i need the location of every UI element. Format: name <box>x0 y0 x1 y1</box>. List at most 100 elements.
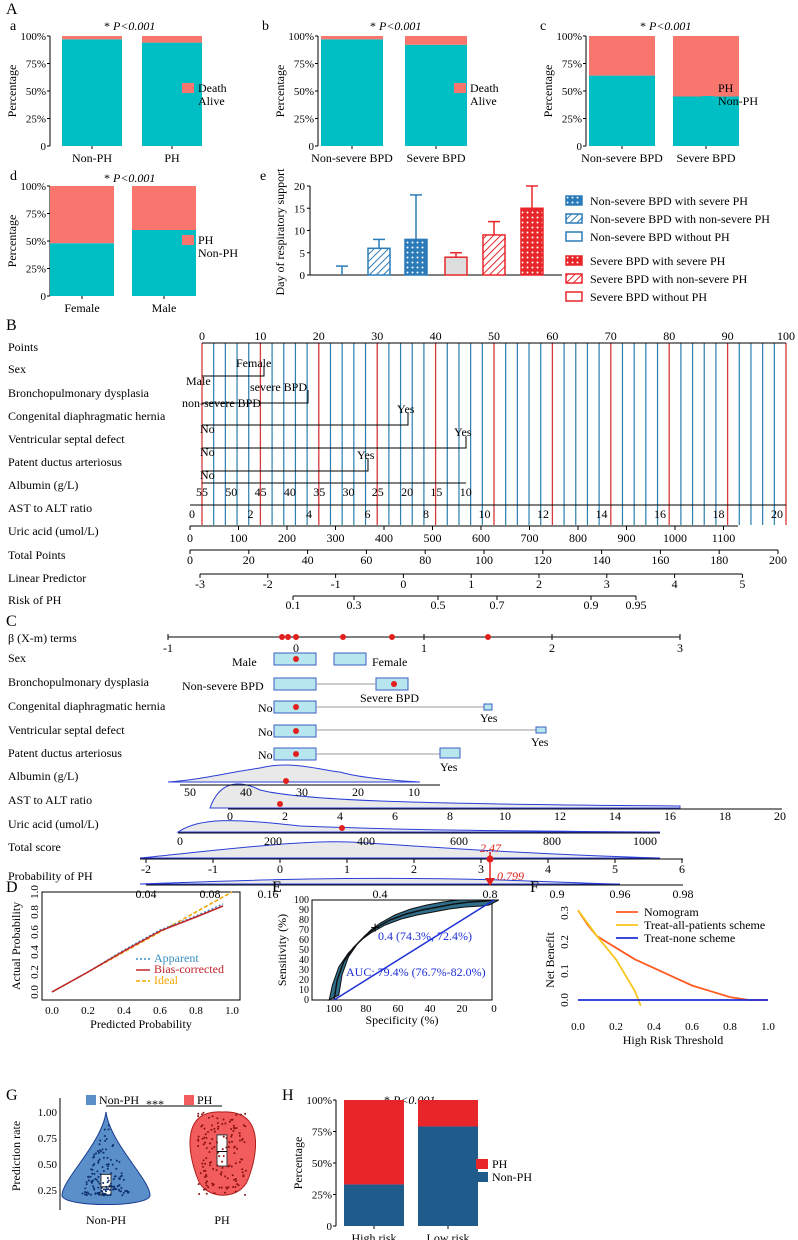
sex-label: Female <box>372 655 407 669</box>
jitter-point <box>105 1186 108 1189</box>
uric-density <box>176 820 661 833</box>
jitter-point <box>238 1139 241 1142</box>
score-value: 2.47 <box>480 841 502 855</box>
jitter-point <box>232 1124 235 1127</box>
legend-label: Ideal <box>154 973 179 987</box>
row-label: Sex <box>8 362 26 376</box>
prob-tick: 0.16 <box>258 887 279 901</box>
y-tick-label: 0 <box>309 141 315 153</box>
row-label: Points <box>8 340 38 354</box>
jitter-point <box>97 1175 100 1178</box>
jitter-point <box>111 1163 114 1166</box>
chart-D-calibration: 0.0 0.2 0.4 0.6 0.8 1.0 0.0 0.2 0.4 0.6 0.8 1.0 Pred… <box>9 885 241 1031</box>
bpd-point <box>391 681 397 687</box>
total-tick: -2 <box>141 862 151 876</box>
jitter-point <box>119 1175 122 1178</box>
row-label: Uric acid (umol/L) <box>8 817 99 831</box>
y-tick-label: 75% <box>562 59 582 71</box>
row-label: Bronchopulmonary dysplasia <box>8 675 150 689</box>
ast-tick: 20 <box>771 507 783 521</box>
legend-label: PH <box>718 81 734 95</box>
chart-Aa: 0 25% 50% 75% 100% Percentage Non-PH PH DeathAli… <box>5 31 227 165</box>
jitter-point <box>216 1151 219 1154</box>
jitter-point <box>113 1185 116 1188</box>
legend-swatch <box>565 273 583 284</box>
vsd-label: No <box>258 725 273 739</box>
legend-swatch <box>476 1159 488 1169</box>
jitter-point <box>204 1169 207 1172</box>
jitter-point <box>218 1155 221 1158</box>
jitter-point <box>197 1145 200 1148</box>
legend-swatch <box>565 213 583 224</box>
y-axis-label: Sensitivity (%) <box>275 914 289 986</box>
points-tick: 60 <box>546 329 558 343</box>
uric-tick: 800 <box>569 531 587 545</box>
points-tick: 70 <box>605 329 617 343</box>
x-tick-label: PH <box>214 1213 230 1227</box>
pda-box-yes <box>439 747 461 759</box>
legend-label: PH <box>197 1093 213 1107</box>
sig-star-a: * <box>104 19 110 33</box>
total-tick: 180 <box>710 553 728 567</box>
y-tick-label: 0 <box>41 291 47 303</box>
beta-point <box>279 634 285 640</box>
jitter-point <box>225 1146 228 1149</box>
jitter-point <box>106 1194 109 1197</box>
sig-star-b: * <box>370 19 376 33</box>
jitter-point <box>202 1143 205 1146</box>
sex-label: Female <box>236 356 271 370</box>
chart-E-roc: 100 80 60 40 20 00102030405060708090100Specif… <box>275 895 500 1027</box>
jitter-point <box>243 1193 246 1196</box>
y-tick-label: 0.3 <box>559 906 571 920</box>
jitter-point <box>225 1137 228 1140</box>
panel-label-D: D <box>6 879 18 896</box>
y-tick-label: 75% <box>26 209 46 221</box>
jitter-point <box>228 1164 231 1167</box>
jitter-point <box>197 1138 200 1141</box>
bar-e <box>520 207 544 276</box>
jitter-point <box>228 1141 231 1144</box>
x-tick-label: 0.4 <box>117 1005 131 1017</box>
jitter-point <box>115 1159 118 1162</box>
ast-tick: 8 <box>447 809 453 823</box>
jitter-point <box>90 1180 93 1183</box>
legend-swatch <box>182 83 194 93</box>
sex-box-female <box>333 652 367 666</box>
prob-tick: 0.4 <box>373 887 388 901</box>
ast-tick: 6 <box>392 809 398 823</box>
sex-label: Male <box>186 374 211 388</box>
x-tick-label: 0.6 <box>153 1005 167 1017</box>
jitter-point <box>202 1111 205 1114</box>
albumin-tick: 45 <box>255 485 267 499</box>
albumin-tick: 55 <box>196 485 208 499</box>
risk-tick: 0.7 <box>490 598 505 612</box>
nomogram-B: Points Sex Bronchopulmonary dysplasia Conge… <box>8 329 795 612</box>
jitter-point <box>119 1190 122 1193</box>
x-tick-label: High risk <box>352 1231 397 1240</box>
jitter-point <box>98 1158 101 1161</box>
legend-swatch <box>565 195 583 206</box>
jitter-point <box>241 1168 244 1171</box>
x-axis-label: High Risk Threshold <box>623 1033 723 1047</box>
beta-point <box>285 634 291 640</box>
panel-label-c: c <box>540 19 546 34</box>
jitter-point <box>104 1193 107 1196</box>
y-tick-label: 10 <box>299 985 309 996</box>
prob-tick: 0.04 <box>136 887 157 901</box>
points-tick: 40 <box>430 329 442 343</box>
total-density <box>139 841 661 859</box>
bar-ph <box>589 36 655 76</box>
y-axis-label: Prediction rate <box>9 1121 23 1191</box>
sig-text-b: P<0.001 <box>378 19 421 33</box>
y-axis-label: Percentage <box>273 65 287 118</box>
total-tick: 200 <box>769 553 787 567</box>
jitter-point <box>98 1182 101 1185</box>
chart-G-violin: 0.25 0.50 0.75 1.00 Prediction rate Non-PH PH N… <box>9 1093 256 1227</box>
jitter-point <box>230 1127 233 1130</box>
chart-H: 0 25% 50% 75% 100% Percentage High risk Low ris… <box>291 1095 532 1240</box>
jitter-point <box>235 1113 238 1116</box>
bar-alive <box>321 39 383 146</box>
jitter-point <box>106 1177 109 1180</box>
jitter-point <box>221 1166 224 1169</box>
row-label: AST to ALT ratio <box>8 793 92 807</box>
